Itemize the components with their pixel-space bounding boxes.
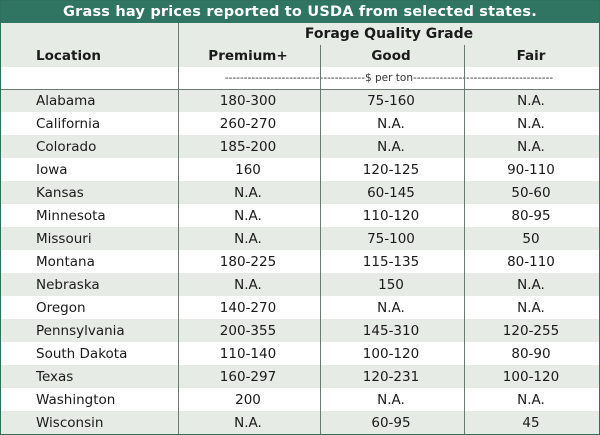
header-divider (1, 89, 599, 90)
units-row: -------------------------------------$ p… (1, 67, 599, 89)
cell-fair: 80-90 (511, 345, 551, 362)
cell-premium: 110-140 (219, 345, 277, 362)
cell-premium: 180-225 (219, 253, 277, 270)
cell-fair: 120-255 (502, 322, 560, 339)
table-row: Oregon 140-270 N.A. N.A. (1, 296, 599, 319)
table-row: Nebraska N.A. 150 N.A. (1, 273, 599, 296)
cell-location: Minnesota (36, 207, 106, 224)
table-row: Texas 160-297 120-231 100-120 (1, 365, 599, 388)
cell-premium: 200 (235, 391, 261, 408)
table-row: Wisconsin N.A. 60-95 45 (1, 411, 599, 434)
cell-fair: 100-120 (502, 368, 560, 385)
table-row: Pennsylvania 200-355 145-310 120-255 (1, 319, 599, 342)
cell-location: Alabama (36, 92, 96, 109)
cell-fair: 80-95 (511, 207, 551, 224)
column-header-fair: Fair (516, 48, 546, 64)
cell-fair: N.A. (517, 115, 545, 132)
cell-good: 115-135 (362, 253, 420, 270)
cell-location: Pennsylvania (36, 322, 125, 339)
cell-premium: 200-355 (219, 322, 277, 339)
cell-location: Kansas (36, 184, 84, 201)
column-divider-1 (178, 23, 179, 434)
cell-good: N.A. (377, 115, 405, 132)
column-header-row: Location Premium+ Good Fair (1, 45, 599, 67)
table-row: Washington 200 N.A. N.A. (1, 388, 599, 411)
cell-premium: N.A. (234, 276, 262, 293)
cell-fair: 45 (522, 414, 540, 431)
column-divider-2 (320, 45, 321, 434)
cell-good: 150 (378, 276, 404, 293)
cell-fair: N.A. (517, 391, 545, 408)
cell-good: 120-125 (362, 161, 420, 178)
cell-location: Colorado (36, 138, 97, 155)
cell-good: 75-100 (367, 230, 415, 247)
table-body: Alabama 180-300 75-160 N.A. California 260-27… (1, 89, 599, 434)
cell-premium: 160 (235, 161, 261, 178)
cell-good: 120-231 (362, 368, 420, 385)
cell-premium: 185-200 (219, 138, 277, 155)
cell-location: California (36, 115, 101, 132)
table-row: Montana 180-225 115-135 80-110 (1, 250, 599, 273)
column-header-premium: Premium+ (208, 48, 288, 64)
cell-fair: 80-110 (507, 253, 555, 270)
cell-fair: N.A. (517, 299, 545, 316)
cell-location: Washington (36, 391, 116, 408)
table-grid: Forage Quality Grade Location Premium+ G… (1, 23, 599, 434)
cell-location: Montana (36, 253, 95, 270)
cell-location: Iowa (36, 161, 68, 178)
table-row: Kansas N.A. 60-145 50-60 (1, 181, 599, 204)
cell-fair: 90-110 (507, 161, 555, 178)
cell-good: 145-310 (362, 322, 420, 339)
cell-premium: 260-270 (219, 115, 277, 132)
cell-fair: N.A. (517, 92, 545, 109)
table-row: South Dakota 110-140 100-120 80-90 (1, 342, 599, 365)
cell-good: 110-120 (362, 207, 420, 224)
cell-location: Texas (36, 368, 74, 385)
cell-premium: 180-300 (219, 92, 277, 109)
cell-premium: N.A. (234, 184, 262, 201)
cell-good: 60-145 (367, 184, 415, 201)
cell-good: 60-95 (371, 414, 411, 431)
table-row: Iowa 160 120-125 90-110 (1, 158, 599, 181)
cell-location: Nebraska (36, 276, 100, 293)
cell-fair: N.A. (517, 138, 545, 155)
cell-fair: 50 (522, 230, 540, 247)
cell-premium: 140-270 (219, 299, 277, 316)
grade-group-title: Forage Quality Grade (304, 26, 474, 42)
cell-premium: N.A. (234, 230, 262, 247)
column-header-good: Good (371, 48, 411, 64)
table-row: Minnesota N.A. 110-120 80-95 (1, 204, 599, 227)
grade-group-header: Forage Quality Grade (1, 23, 599, 45)
table-row: Missouri N.A. 75-100 50 (1, 227, 599, 250)
cell-premium: N.A. (234, 207, 262, 224)
table-title: Grass hay prices reported to USDA from s… (1, 1, 599, 23)
cell-good: N.A. (377, 299, 405, 316)
cell-good: N.A. (377, 391, 405, 408)
table-row: Colorado 185-200 N.A. N.A. (1, 135, 599, 158)
cell-good: 100-120 (362, 345, 420, 362)
cell-premium: 160-297 (219, 368, 277, 385)
column-divider-3 (464, 45, 465, 434)
cell-good: N.A. (377, 138, 405, 155)
cell-fair: 50-60 (511, 184, 551, 201)
cell-location: Oregon (36, 299, 86, 316)
cell-fair: N.A. (517, 276, 545, 293)
column-header-location: Location (36, 48, 101, 64)
table-row: Alabama 180-300 75-160 N.A. (1, 89, 599, 112)
table-row: California 260-270 N.A. N.A. (1, 112, 599, 135)
cell-location: Missouri (36, 230, 92, 247)
cell-premium: N.A. (234, 414, 262, 431)
units-label: -------------------------------------$ p… (224, 72, 554, 84)
cell-good: 75-160 (367, 92, 415, 109)
cell-location: South Dakota (36, 345, 128, 362)
cell-location: Wisconsin (36, 414, 104, 431)
